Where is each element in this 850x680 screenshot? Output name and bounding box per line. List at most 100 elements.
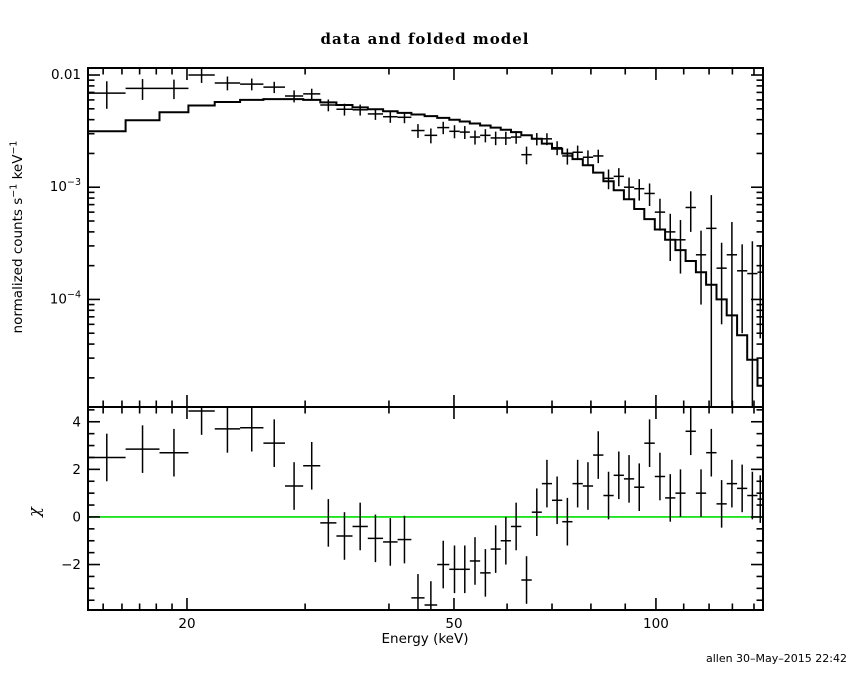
- chi-point: [747, 471, 758, 520]
- chi-point: [737, 464, 748, 513]
- data-point: [459, 126, 470, 140]
- chi-point: [336, 512, 353, 560]
- data-point: [634, 179, 645, 201]
- x-axis-tick-label: 100: [643, 616, 669, 632]
- data-point: [706, 195, 717, 407]
- chi-point: [582, 462, 594, 510]
- data-point: [480, 129, 491, 143]
- chi-point: [695, 469, 707, 517]
- data-point: [654, 198, 666, 231]
- data-point: [320, 99, 337, 112]
- chi-point: [490, 525, 501, 573]
- chi-point: [352, 502, 368, 551]
- data-point: [623, 177, 635, 200]
- chi-point: [411, 574, 425, 610]
- folded-model-line: [88, 98, 763, 387]
- timestamp: allen 30–May–2015 22:42: [705, 652, 847, 665]
- data-point: [541, 133, 553, 146]
- data-point: [490, 131, 501, 146]
- data-point: [367, 108, 384, 120]
- data-point: [285, 90, 304, 103]
- data-point: [125, 79, 160, 100]
- chi-point: [541, 459, 553, 508]
- chi-point: [685, 407, 696, 456]
- data-point: [188, 68, 215, 83]
- data-point: [449, 125, 460, 139]
- data-point: [424, 128, 438, 144]
- bottom-panel-frame: [87, 406, 764, 611]
- data-point: [675, 220, 686, 274]
- plot-title: data and folded model: [320, 30, 530, 48]
- chi-point: [654, 452, 666, 501]
- data-point: [716, 242, 727, 325]
- chi-point: [562, 497, 573, 546]
- y-axis-tick-label: 4: [72, 414, 81, 430]
- x-axis-tick-label: 20: [178, 616, 195, 632]
- chi-point: [603, 471, 614, 520]
- data-point: [214, 76, 241, 91]
- data-point: [613, 168, 624, 187]
- top-panel-frame: [87, 67, 764, 408]
- chi-point: [320, 499, 337, 547]
- chi-point: [240, 407, 264, 452]
- data-point: [510, 131, 522, 144]
- chi-point: [613, 451, 624, 500]
- chi-point: [188, 407, 215, 435]
- data-point: [665, 213, 676, 262]
- data-point: [603, 169, 614, 190]
- data-point: [383, 111, 398, 123]
- data-point: [437, 121, 450, 135]
- chi-point: [521, 556, 532, 604]
- chi-point: [675, 469, 686, 517]
- data-point: [521, 146, 532, 165]
- y-axis-tick-label: 0: [72, 509, 81, 525]
- chi-point: [623, 455, 635, 503]
- chi-point: [424, 581, 438, 610]
- chi-point: [449, 545, 460, 594]
- chi-point: [572, 459, 583, 508]
- chi-point: [716, 480, 727, 528]
- data-point: [747, 241, 758, 407]
- data-point: [582, 150, 594, 166]
- chi-point: [706, 428, 717, 477]
- y-axis-tick-label: 10−4: [50, 289, 81, 307]
- data-point: [531, 133, 542, 146]
- data-point: [500, 131, 511, 145]
- data-point: [737, 244, 748, 334]
- y-axis-tick-label: −2: [61, 557, 81, 573]
- data-point: [411, 124, 425, 138]
- chi-point: [303, 441, 321, 490]
- data-point: [552, 141, 563, 156]
- data-point: [263, 81, 286, 94]
- data-point: [303, 88, 321, 100]
- data-point: [159, 79, 189, 100]
- top-panel-spectrum: [88, 68, 763, 407]
- data-point: [695, 230, 707, 305]
- chi-point: [263, 419, 286, 467]
- data-point: [240, 78, 264, 91]
- chi-point: [383, 518, 398, 566]
- chi-point: [644, 419, 655, 467]
- chi-point: [665, 474, 676, 522]
- data-point: [397, 112, 412, 124]
- chi-point: [214, 407, 241, 453]
- chi-point: [593, 431, 604, 479]
- chi-point: [510, 502, 522, 551]
- chi-point: [397, 515, 412, 564]
- y-axis-tick-label: 2: [72, 462, 81, 478]
- data-point: [726, 221, 738, 407]
- y-axis-tick-label: 0.01: [51, 67, 81, 83]
- chi-point: [552, 476, 563, 525]
- x-axis-tick-label: 50: [445, 616, 462, 632]
- chi-point: [469, 537, 481, 585]
- chi-point: [159, 428, 189, 477]
- data-point: [685, 191, 696, 232]
- data-point: [469, 130, 481, 145]
- chi-point: [500, 516, 511, 565]
- chi-point: [726, 459, 738, 508]
- chi-point: [634, 463, 645, 511]
- chi-point: [437, 540, 450, 589]
